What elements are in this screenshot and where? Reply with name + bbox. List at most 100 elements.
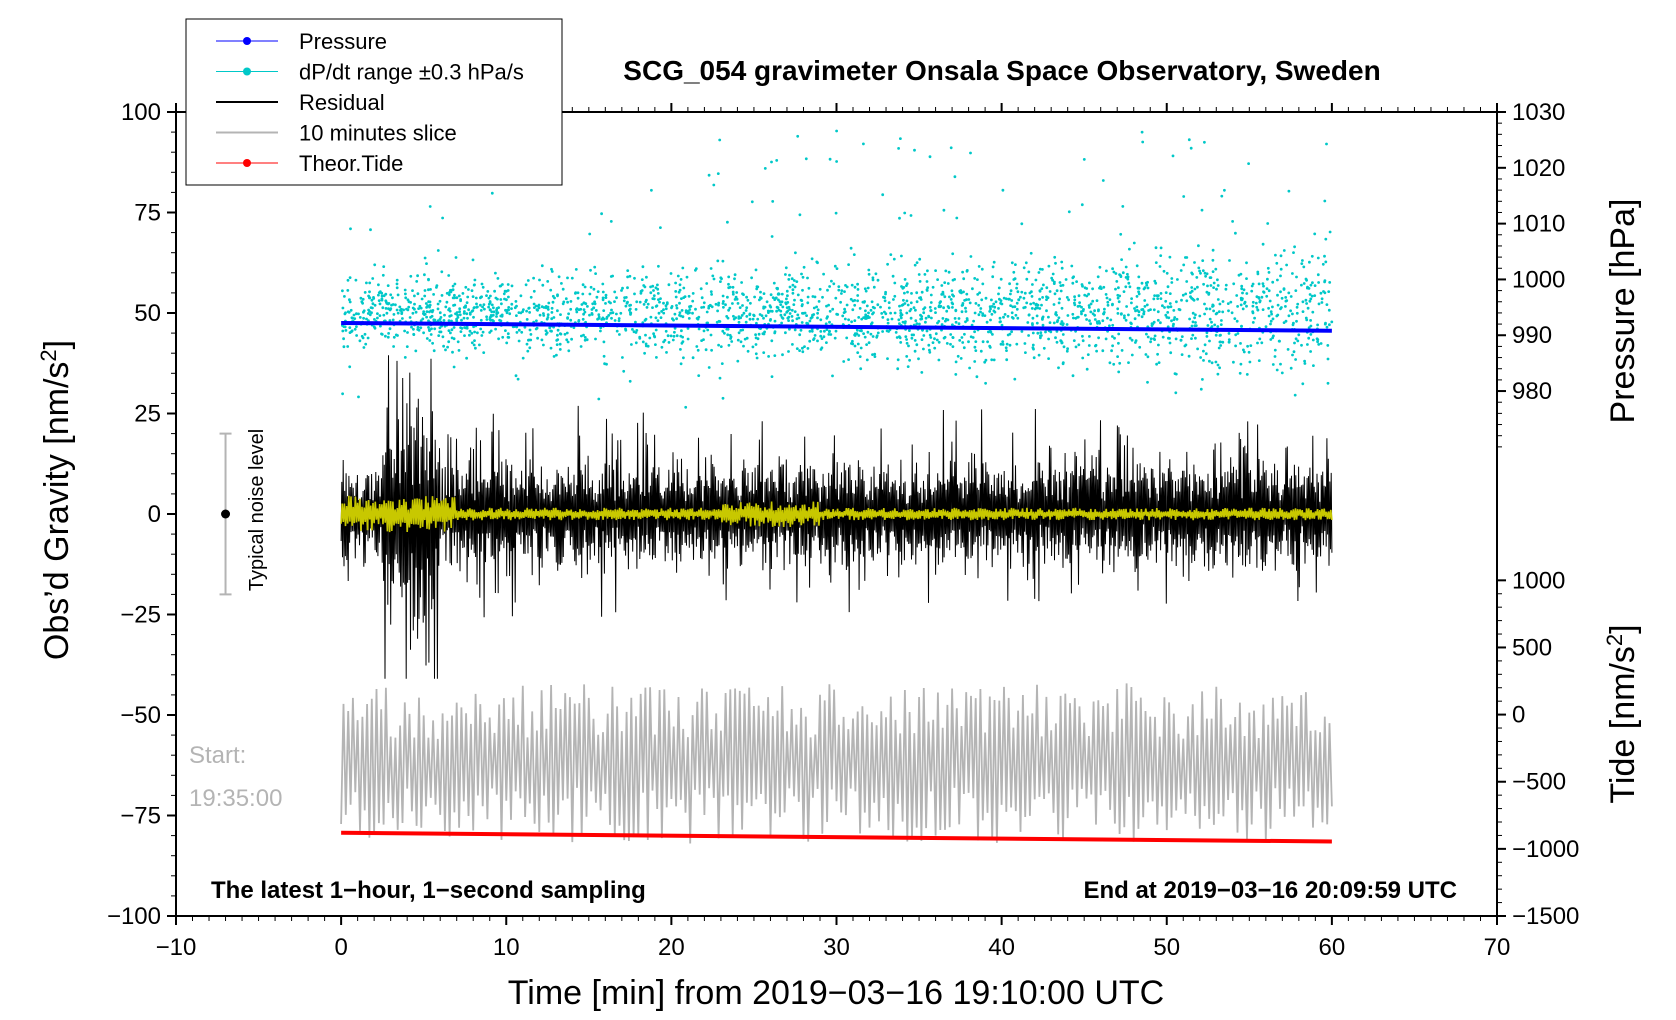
dpdt-point <box>662 301 665 305</box>
dpdt-point <box>1166 311 1170 314</box>
dpdt-point <box>1287 314 1291 318</box>
dpdt-point <box>664 329 668 333</box>
dpdt-point <box>679 348 682 351</box>
dpdt-point <box>648 336 652 340</box>
dpdt-point <box>998 316 1002 320</box>
dpdt-point <box>752 314 756 318</box>
dpdt-point <box>624 304 628 308</box>
dpdt-point <box>378 302 382 306</box>
dpdt-point <box>709 290 713 293</box>
dpdt-point <box>482 303 486 306</box>
dpdt-point <box>348 300 352 304</box>
dpdt-point <box>1042 283 1045 287</box>
dpdt-point <box>1123 314 1126 318</box>
dpdt-point <box>1035 302 1038 306</box>
dpdt-point <box>1001 188 1005 192</box>
dpdt-point <box>501 335 505 339</box>
dpdt-point <box>581 283 585 287</box>
dpdt-point <box>910 336 914 340</box>
dpdt-point <box>920 290 924 294</box>
dpdt-point <box>709 333 713 337</box>
dpdt-point <box>377 291 381 294</box>
dpdt-point <box>770 375 774 378</box>
dpdt-point <box>1054 261 1057 265</box>
dpdt-point <box>897 147 900 150</box>
dpdt-point <box>981 314 985 317</box>
dpdt-point <box>584 302 588 306</box>
dpdt-point <box>1189 146 1193 150</box>
dpdt-point <box>581 292 585 296</box>
dpdt-point <box>716 259 720 263</box>
dpdt-point <box>1076 315 1080 319</box>
dpdt-point <box>1319 291 1323 295</box>
dpdt-point <box>476 331 479 335</box>
dpdt-point <box>365 317 368 321</box>
dpdt-point <box>992 358 996 362</box>
dpdt-point <box>588 292 592 296</box>
dpdt-point <box>491 313 495 317</box>
dpdt-point <box>1002 296 1006 300</box>
dpdt-point <box>890 317 894 321</box>
dpdt-point <box>730 340 734 343</box>
dpdt-point <box>959 357 963 360</box>
dpdt-point <box>646 344 650 348</box>
dpdt-point <box>1251 304 1255 308</box>
dpdt-point <box>764 314 768 318</box>
dpdt-point <box>857 316 861 319</box>
dpdt-point <box>913 349 917 353</box>
dpdt-point <box>944 269 948 273</box>
dpdt-point <box>1234 333 1238 337</box>
dpdt-point <box>1284 299 1288 303</box>
dpdt-point <box>794 251 797 255</box>
dpdt-point <box>521 310 524 313</box>
dpdt-point <box>832 282 836 286</box>
y-tick-label: 50 <box>134 300 161 327</box>
dpdt-point <box>811 313 814 317</box>
dpdt-point <box>777 298 780 302</box>
start-label: Start: <box>189 742 246 769</box>
dpdt-point <box>850 342 853 345</box>
dpdt-point <box>472 306 476 309</box>
pressure-tick-label: 1000 <box>1512 266 1565 293</box>
pressure-tick-label: 980 <box>1512 378 1552 405</box>
dpdt-point <box>1212 286 1215 289</box>
dpdt-point <box>1326 357 1330 361</box>
dpdt-point <box>965 317 969 320</box>
dpdt-point <box>1023 305 1027 309</box>
dpdt-point <box>1035 314 1039 318</box>
dpdt-point <box>1311 281 1314 285</box>
dpdt-point <box>775 159 779 162</box>
dpdt-point <box>415 280 419 283</box>
dpdt-point <box>1087 292 1090 296</box>
dpdt-point <box>357 395 360 399</box>
dpdt-point <box>427 278 430 282</box>
dpdt-point <box>1080 305 1083 309</box>
dpdt-point <box>1085 294 1089 298</box>
dpdt-point <box>1012 270 1016 274</box>
dpdt-point <box>343 295 346 298</box>
dpdt-point <box>755 356 759 360</box>
dpdt-point <box>1073 298 1077 302</box>
dpdt-point <box>1216 298 1220 301</box>
dpdt-point <box>962 290 965 294</box>
dpdt-point <box>1211 258 1215 262</box>
dpdt-point <box>435 284 439 287</box>
dpdt-point <box>702 329 706 333</box>
dpdt-point <box>979 307 983 310</box>
dpdt-point <box>919 296 922 299</box>
dpdt-point <box>1217 310 1221 313</box>
dpdt-point <box>798 333 802 337</box>
dpdt-point <box>967 298 971 301</box>
dpdt-point <box>1227 338 1231 341</box>
dpdt-point <box>358 339 362 343</box>
dpdt-point <box>969 151 972 155</box>
y-tick-label: −50 <box>120 702 161 729</box>
dpdt-point <box>1024 351 1027 354</box>
dpdt-point <box>427 326 430 329</box>
dpdt-point <box>645 275 648 279</box>
dpdt-point <box>736 359 740 363</box>
y-axis-title-main: Obs’d Gravity [nm/s <box>38 362 76 661</box>
dpdt-point <box>1261 308 1265 311</box>
dpdt-point <box>1220 319 1223 322</box>
dpdt-point <box>624 296 628 299</box>
